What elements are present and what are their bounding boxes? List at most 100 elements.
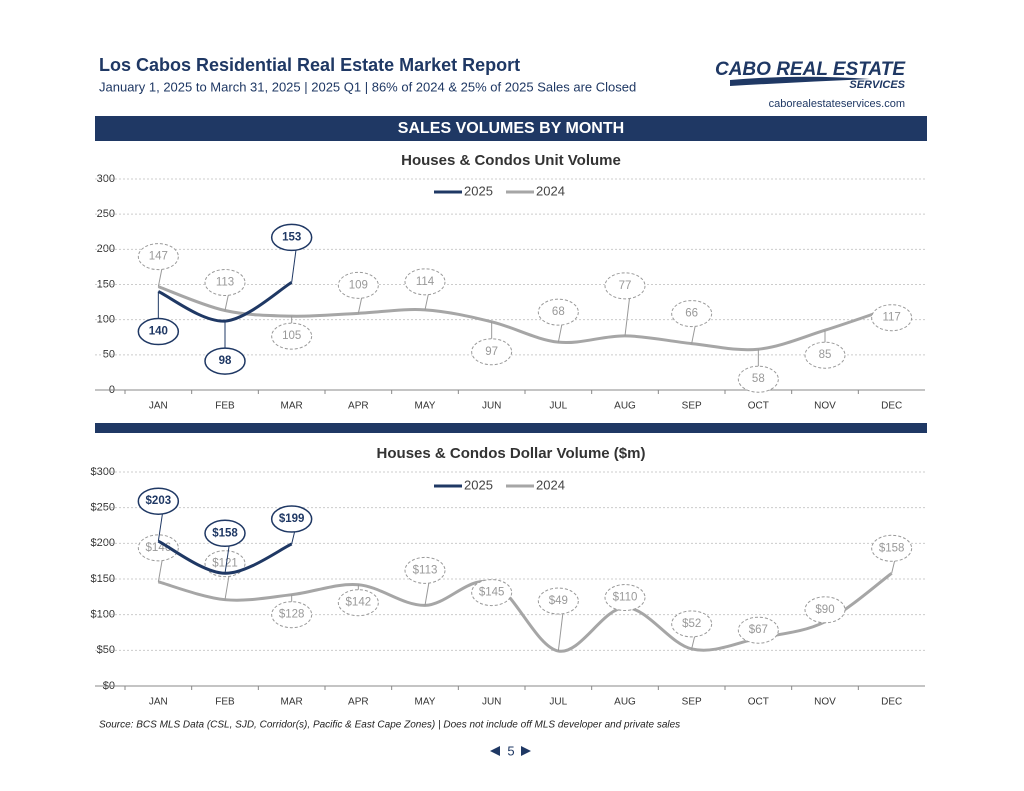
logo-swoosh	[730, 76, 870, 86]
chart-title: Houses & Condos Dollar Volume ($m)	[377, 445, 646, 462]
banner	[95, 116, 927, 141]
x-tick-label: FEB	[215, 697, 235, 708]
label-bubble	[204, 347, 246, 375]
data-label: $158	[879, 542, 905, 554]
x-tick-label: APR	[348, 401, 369, 412]
page-arrows	[490, 746, 531, 756]
label-bubble	[204, 269, 246, 297]
x-tick-label: MAY	[415, 401, 436, 412]
y-tick-label: 250	[97, 208, 115, 220]
legend-label: 2024	[536, 183, 565, 198]
label-bubble	[204, 519, 246, 548]
data-label: 114	[416, 276, 435, 288]
x-tick-label: MAR	[281, 401, 303, 412]
x-tick-label: NOV	[814, 401, 836, 412]
data-label: 117	[882, 312, 900, 324]
data-label: 153	[282, 231, 301, 243]
data-label: $145	[479, 587, 505, 599]
label-bubble	[137, 317, 180, 346]
x-tick-label: JUN	[482, 697, 501, 708]
data-label: $67	[749, 624, 768, 636]
chart-title: Houses & Condos Unit Volume	[401, 152, 621, 169]
x-tick-label: JUL	[549, 401, 567, 412]
x-tick-label: OCT	[748, 401, 769, 412]
label-bubble	[537, 587, 579, 615]
y-tick-label: 300	[97, 173, 115, 185]
x-tick-label: FEB	[215, 401, 235, 412]
data-label: $49	[549, 595, 568, 607]
y-tick-label: 150	[97, 278, 115, 290]
series-line	[157, 572, 893, 653]
data-label: 68	[552, 306, 565, 318]
label-bubble	[270, 505, 313, 533]
label-bubble	[871, 304, 913, 332]
data-label: 66	[685, 308, 698, 320]
label-bubble	[337, 271, 379, 299]
data-label: $199	[279, 513, 305, 525]
x-tick-label: DEC	[881, 697, 902, 708]
label-bubble	[137, 534, 179, 562]
logo-sub: SERVICES	[849, 79, 905, 91]
label-bubble	[337, 589, 379, 617]
label-bubble	[137, 243, 179, 271]
data-label: 97	[485, 346, 498, 358]
label-bubble	[537, 298, 579, 326]
label-bubble	[737, 616, 779, 644]
x-tick-label: APR	[348, 697, 369, 708]
label-bubble	[271, 322, 313, 350]
x-tick-label: MAR	[281, 697, 303, 708]
label-bubble	[737, 365, 779, 393]
x-tick-label: DEC	[881, 401, 902, 412]
x-tick-label: SEP	[682, 697, 702, 708]
data-label: 58	[752, 373, 765, 385]
x-tick-label: JUL	[549, 697, 567, 708]
y-tick-label: $150	[91, 573, 115, 585]
label-bubble	[871, 534, 913, 562]
x-tick-label: OCT	[748, 697, 769, 708]
label-bubble	[404, 556, 446, 584]
y-tick-label: 200	[97, 243, 115, 255]
x-tick-label: MAY	[415, 697, 436, 708]
series-line	[157, 281, 293, 323]
label-bubble	[404, 268, 446, 296]
label-bubble	[604, 272, 646, 300]
label-bubble	[270, 223, 313, 252]
x-tick-label: NOV	[814, 697, 836, 708]
data-label: 113	[216, 277, 234, 289]
data-label: 147	[149, 251, 168, 263]
label-bubble	[471, 579, 513, 607]
legend-label: 2024	[536, 477, 565, 492]
data-label: 105	[282, 330, 301, 342]
label-bubble	[471, 338, 513, 366]
data-label: $110	[613, 592, 638, 604]
page-number: 5	[507, 743, 514, 758]
label-bubble	[671, 610, 713, 638]
data-label: 98	[219, 355, 232, 367]
y-tick-label: $250	[91, 502, 115, 514]
data-label: $52	[682, 618, 701, 630]
label-bubble	[671, 300, 713, 328]
data-label: 85	[819, 349, 832, 361]
report-subtitle: January 1, 2025 to March 31, 2025 | 2025…	[99, 79, 636, 94]
label-bubble	[804, 341, 846, 369]
y-tick-label: $100	[91, 609, 115, 621]
y-tick-label: 100	[97, 314, 115, 326]
legend-label: 2025	[464, 477, 493, 492]
data-label: $113	[413, 564, 438, 576]
legend-label: 2025	[464, 183, 493, 198]
logo: CABO REAL ESTATE	[715, 59, 906, 80]
website: caborealestateservices.com	[769, 98, 905, 110]
label-bubble	[804, 596, 846, 624]
data-label: $203	[146, 495, 172, 507]
data-label: 77	[619, 280, 632, 292]
y-tick-label: $300	[91, 466, 115, 478]
series-line	[157, 285, 893, 352]
y-tick-label: $200	[91, 537, 115, 549]
x-tick-label: JAN	[149, 697, 168, 708]
data-label: 140	[149, 326, 168, 338]
source: Source: BCS MLS Data (CSL, SJD, Corridor…	[99, 720, 680, 731]
x-tick-label: AUG	[614, 401, 636, 412]
data-label: $142	[346, 597, 372, 609]
x-tick-label: SEP	[682, 401, 702, 412]
